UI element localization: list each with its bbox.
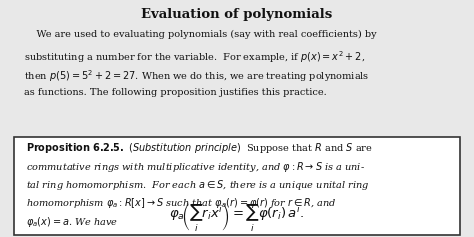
Text: as functions. The following proposition justifies this practice.: as functions. The following proposition … xyxy=(24,88,327,97)
Text: commutative rings with multiplicative identity, and $\varphi : R \to S$ is a uni: commutative rings with multiplicative id… xyxy=(26,160,365,173)
Text: tal ring homomorphism.  For each $a \in S$, there is a unique unital ring: tal ring homomorphism. For each $a \in S… xyxy=(26,178,369,192)
Text: $\varphi_a(x) = a$. We have: $\varphi_a(x) = a$. We have xyxy=(26,215,118,229)
Text: $\varphi_a\!\left(\sum_i r_i x^i\right) = \sum_i \varphi(r_i)\,a^i.$: $\varphi_a\!\left(\sum_i r_i x^i\right) … xyxy=(170,201,304,233)
Text: substituting a number for the variable.  For example, if $p(x) = x^2 + 2$,: substituting a number for the variable. … xyxy=(24,49,365,65)
Text: Evaluation of polynomials: Evaluation of polynomials xyxy=(141,8,333,21)
FancyBboxPatch shape xyxy=(14,137,460,235)
Text: homomorphism $\varphi_a : R[x] \to S$ such that $\varphi_a(r) = \varphi(r)$ for : homomorphism $\varphi_a : R[x] \to S$ su… xyxy=(26,196,337,210)
Text: then $p(5) = 5^2 + 2 = 27$. When we do this, we are treating polynomials: then $p(5) = 5^2 + 2 = 27$. When we do t… xyxy=(24,68,369,84)
Text: We are used to evaluating polynomials (say with real coefficients) by: We are used to evaluating polynomials (s… xyxy=(24,30,376,39)
Text: $\mathbf{Proposition\ 6.2.5.}$ $\mathit{(Substitution\ principle)}$  Suppose tha: $\mathbf{Proposition\ 6.2.5.}$ $\mathit{… xyxy=(26,141,373,155)
